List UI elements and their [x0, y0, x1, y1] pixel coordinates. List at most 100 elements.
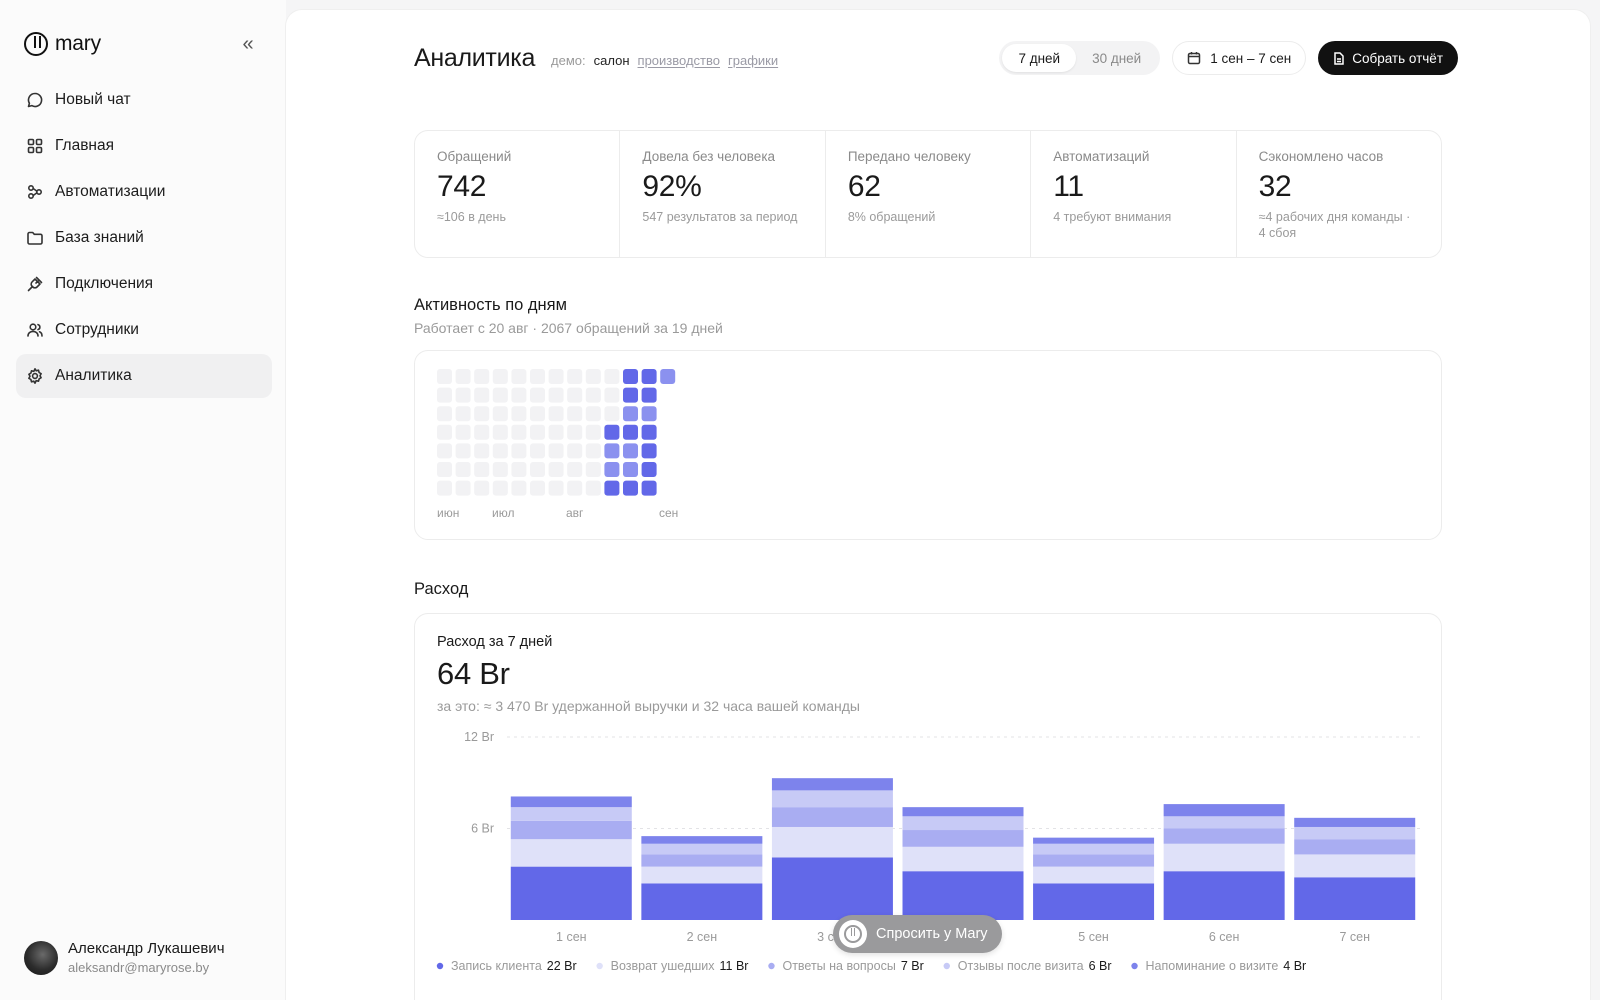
heatmap-cell	[437, 443, 452, 459]
bar-segment[interactable]	[902, 846, 1024, 872]
heatmap-cell	[530, 387, 545, 403]
sidebar-item-connections[interactable]: Подключения	[16, 262, 272, 306]
bar-segment[interactable]	[1163, 804, 1285, 817]
demo-link-production[interactable]: производство	[637, 52, 720, 68]
heatmap-cell	[567, 480, 583, 496]
stat-card: Сэкономлено часов 32 ≈4 рабочих дня команд…	[1237, 131, 1441, 257]
date-range-button[interactable]: 1 сен – 7 сен	[1172, 41, 1307, 75]
bar-segment[interactable]	[902, 807, 1024, 817]
stat-label: Обращений	[437, 149, 512, 164]
heatmap-cell	[492, 480, 508, 496]
heatmap-cell	[437, 406, 452, 422]
bar-segment[interactable]	[510, 820, 632, 840]
heatmap-cell	[492, 424, 508, 440]
sidebar-item-label: Главная	[55, 137, 114, 154]
sidebar-item-label: Новый чат	[55, 91, 131, 108]
bar-segment[interactable]	[641, 866, 763, 884]
bar-segment[interactable]	[1033, 843, 1155, 855]
stat-value: 32	[1258, 170, 1292, 203]
document-icon	[1334, 51, 1344, 65]
sidebar-item-knowledge-base[interactable]: База знаний	[16, 216, 272, 260]
collapse-sidebar-icon[interactable]: «	[242, 32, 254, 55]
heatmap-cell	[492, 369, 508, 384]
legend-label: Напоминание о визите	[1146, 959, 1279, 973]
build-report-button[interactable]: Собрать отчёт	[1318, 41, 1458, 75]
bar-segment[interactable]	[510, 807, 632, 821]
ask-mary-button[interactable]: Спросить у Mary	[833, 915, 1002, 953]
heatmap-cell	[511, 406, 527, 422]
bar-segment[interactable]	[1163, 843, 1285, 872]
header-actions: 7 дней 30 дней 1 сен – 7 сен Собрать отч…	[999, 41, 1458, 75]
range-30-days-button[interactable]: 30 дней	[1092, 50, 1142, 66]
gear-icon	[26, 367, 44, 385]
heatmap-cell	[511, 462, 527, 477]
bar-segment[interactable]	[1294, 854, 1416, 878]
heatmap-cell	[567, 369, 583, 384]
legend-item: Запись клиента 22 Br	[436, 959, 577, 973]
bar-segment[interactable]	[1163, 828, 1285, 844]
bar-segment[interactable]	[641, 836, 763, 844]
chat-bubble-icon	[26, 91, 44, 109]
heatmap-cell	[530, 480, 545, 496]
heatmap-cell	[492, 406, 508, 422]
stat-value: 11	[1053, 170, 1084, 203]
bar-segment[interactable]	[1033, 866, 1155, 884]
stat-card: Автоматизаций 11 4 требуют внимания	[1031, 131, 1237, 257]
heatmap-cell	[455, 387, 471, 403]
sidebar-item-automations[interactable]: Автоматизации	[16, 170, 272, 214]
heatmap-cell	[567, 424, 583, 440]
bar-segment[interactable]	[771, 826, 893, 858]
legend-swatch	[768, 962, 775, 970]
bar-segment[interactable]	[902, 816, 1024, 831]
bar-segment[interactable]	[771, 790, 893, 808]
demo-link-charts[interactable]: графики	[728, 52, 779, 68]
bar-segment[interactable]	[1033, 883, 1155, 920]
heatmap-cell	[511, 424, 527, 440]
bar-segment[interactable]	[641, 843, 763, 855]
user-email: aleksandr@maryrose.by	[68, 960, 210, 975]
legend-label: Ответы на вопросы	[782, 959, 895, 973]
avatar[interactable]	[24, 940, 58, 975]
bar-segment[interactable]	[1294, 877, 1416, 920]
sidebar-item-employees[interactable]: Сотрудники	[16, 308, 272, 352]
month-label-aug: авг	[566, 506, 584, 520]
sidebar-item-analytics[interactable]: Аналитика	[16, 354, 272, 398]
bar-segment[interactable]	[771, 778, 893, 791]
month-label-sep: сен	[659, 506, 679, 520]
heatmap-cell	[567, 387, 583, 403]
spend-total: 64 Br	[437, 656, 510, 691]
heatmap-cell	[567, 443, 583, 459]
heatmap-cell	[548, 424, 564, 440]
heatmap-cell	[492, 443, 508, 459]
bar-segment[interactable]	[902, 830, 1024, 847]
bar-segment[interactable]	[641, 854, 763, 867]
heatmap-cell	[437, 480, 452, 496]
heatmap-cell	[455, 480, 471, 496]
spend-section-title: Расход	[414, 580, 469, 598]
sidebar-item-home[interactable]: Главная	[16, 124, 272, 168]
bar-segment[interactable]	[1033, 837, 1155, 844]
range-7-days-button[interactable]: 7 дней	[1002, 44, 1077, 72]
heatmap-cell	[530, 406, 545, 422]
bar-segment[interactable]	[1163, 871, 1285, 920]
heatmap-cell	[437, 369, 452, 384]
bar-segment[interactable]	[902, 871, 1024, 920]
bar-segment[interactable]	[1163, 816, 1285, 829]
stat-label: Автоматизаций	[1053, 149, 1150, 164]
bar-segment[interactable]	[1033, 854, 1155, 867]
bar-segment[interactable]	[771, 857, 893, 920]
legend-item: Напоминание о визите 4 Br	[1131, 959, 1306, 973]
user-profile[interactable]: Александр Лукашевич aleksandr@maryrose.b…	[24, 940, 225, 975]
sidebar-item-new-chat[interactable]: Новый чат	[16, 78, 272, 122]
bar-segment[interactable]	[1294, 817, 1416, 827]
date-range-label: 1 сен – 7 сен	[1210, 50, 1292, 66]
bar-segment[interactable]	[510, 866, 632, 920]
bar-segment[interactable]	[1294, 839, 1416, 855]
bar-segment[interactable]	[641, 883, 763, 920]
bar-segment[interactable]	[510, 796, 632, 808]
spend-card: Расход за 7 дней 64 Br за это: ≈ 3 470 B…	[414, 613, 1442, 1000]
bar-segment[interactable]	[1294, 826, 1416, 840]
bar-segment[interactable]	[771, 807, 893, 827]
bar-segment[interactable]	[510, 839, 632, 867]
heatmap-cell	[623, 424, 638, 440]
